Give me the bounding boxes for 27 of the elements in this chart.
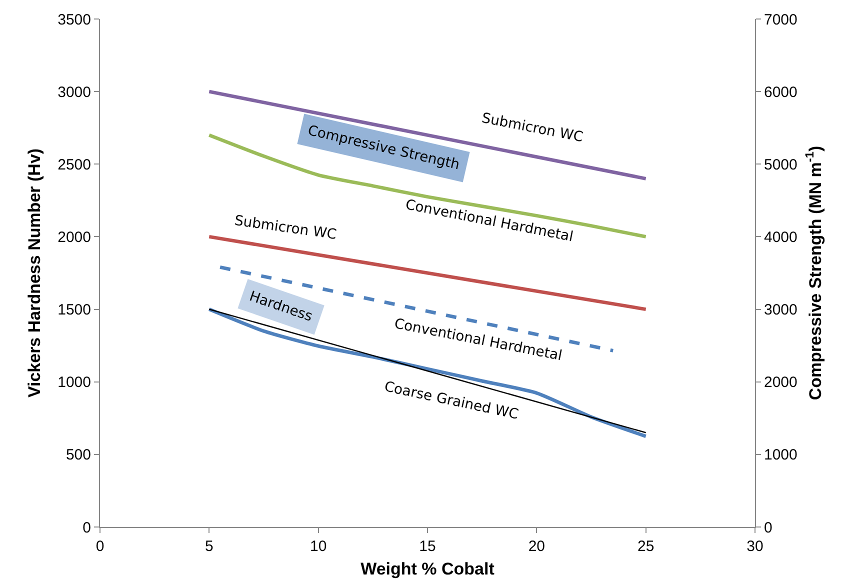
y-tick-label: 3500 bbox=[58, 11, 91, 28]
x-tick-label: 25 bbox=[637, 538, 654, 555]
text: Submicron WC bbox=[233, 212, 338, 244]
x-tick-label: 5 bbox=[205, 538, 214, 555]
y-tick-label: 500 bbox=[66, 446, 91, 464]
y-tick-label: 1000 bbox=[58, 374, 91, 392]
text: Coarse Grained WC bbox=[382, 378, 520, 424]
x-tick-label: 15 bbox=[419, 538, 436, 555]
y2-tick-label: 5000 bbox=[764, 156, 798, 174]
x-tick-label: 10 bbox=[310, 538, 327, 555]
y-tick-label: 1500 bbox=[58, 302, 91, 319]
y2-tick-label: 3000 bbox=[764, 302, 798, 319]
y-tick-label: 0 bbox=[82, 519, 91, 536]
y2-tick-label: 7000 bbox=[764, 11, 798, 28]
y-axis-title: Vickers Hardness Number (Hv) bbox=[25, 148, 44, 398]
y2-tick-label: 6000 bbox=[764, 84, 798, 101]
x-tick-label: 0 bbox=[96, 538, 104, 555]
y-tick-label: 2500 bbox=[58, 156, 91, 174]
y-tick-label: 3000 bbox=[58, 84, 91, 101]
x-tick-label: 30 bbox=[746, 538, 764, 555]
x-axis-title: Weight % Cobalt bbox=[360, 559, 495, 578]
y-tick-label: 2000 bbox=[58, 228, 91, 246]
y2-tick-label: 4000 bbox=[764, 228, 798, 246]
y2-tick-label: 0 bbox=[764, 519, 772, 536]
x-tick-label: 20 bbox=[528, 538, 546, 555]
y2-tick-label: 1000 bbox=[764, 446, 798, 464]
y2-tick-label: 2000 bbox=[764, 374, 798, 392]
